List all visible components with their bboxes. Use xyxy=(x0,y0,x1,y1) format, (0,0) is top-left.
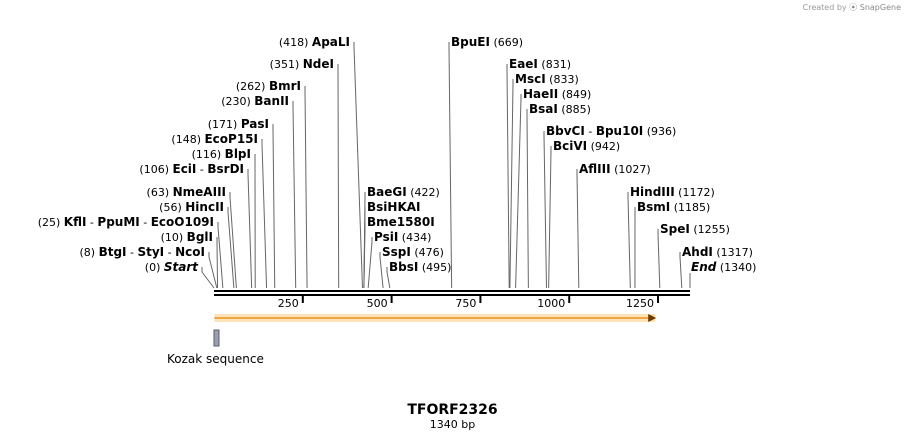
site-connector-bmri xyxy=(304,86,308,289)
site-label-bgli: (10) BglI xyxy=(161,230,213,244)
axis-tick-label: 1250 xyxy=(626,297,654,310)
site-connector-aflii xyxy=(576,169,580,289)
site-connector-bbsi xyxy=(386,267,391,289)
site-connector-ahdi xyxy=(679,252,683,289)
site-connector-bgli xyxy=(216,237,219,289)
site-connector-bme1580i xyxy=(363,222,366,289)
map-subtitle: 1340 bp xyxy=(429,418,476,431)
site-label-bme1580i: Bme1580I xyxy=(367,215,435,229)
site-connector-ndei xyxy=(337,64,340,289)
site-connector-btgi xyxy=(208,252,218,289)
site-label-bsihkai: BsiHKAI xyxy=(367,200,421,214)
site-label-hincii: (56) HincII xyxy=(159,200,224,214)
site-connector-ecop15i xyxy=(261,139,268,289)
site-connector-apali xyxy=(353,42,363,289)
site-label-msci: MscI (833) xyxy=(515,72,579,86)
axis-tick-label: 750 xyxy=(455,297,476,310)
site-connector-ecii xyxy=(247,169,253,289)
site-label-bmri: (262) BmrI xyxy=(236,79,301,93)
site-label-blpi: (116) BlpI xyxy=(192,147,251,161)
site-connector-eaei xyxy=(506,64,510,289)
orf-arrow-head xyxy=(648,314,657,322)
site-label-bcivi: BciVI (942) xyxy=(553,139,620,153)
site-connector-hincii xyxy=(227,207,235,289)
backbone-bottom-line xyxy=(214,294,690,296)
site-label-start: (0) Start xyxy=(145,260,199,274)
site-connector-start xyxy=(201,267,215,289)
site-connector-kfli xyxy=(217,222,224,289)
site-connector-bbvci xyxy=(543,131,547,289)
site-label-bbsi: BbsI (495) xyxy=(389,260,451,274)
site-label-eaei: EaeI (831) xyxy=(509,57,571,71)
site-connector-nmeaiii xyxy=(229,192,237,289)
site-label-haeii: HaeII (849) xyxy=(523,87,591,101)
site-label-bbvci: BbvCI - Bpu10I (936) xyxy=(546,124,676,138)
snapgene-credit: Created by ⦿ SnapGene xyxy=(803,2,901,13)
site-connector-bsai xyxy=(526,109,529,289)
site-label-sspi: SspI (476) xyxy=(382,245,444,259)
site-label-banii: (230) BanII xyxy=(221,94,289,108)
site-label-pasi: (171) PasI xyxy=(208,117,269,131)
site-connector-msci xyxy=(509,79,514,289)
site-label-aflii: AflIII (1027) xyxy=(579,162,651,176)
site-connector-psii xyxy=(367,237,373,289)
credit-brand: SnapGene xyxy=(859,3,901,12)
map-title: TFORF2326 xyxy=(407,402,498,418)
site-label-kfli: (25) KflI - PpuMI - EcoO109I xyxy=(38,215,214,229)
kozak-feature-box xyxy=(213,329,220,347)
site-label-baegi: BaeGI (422) xyxy=(367,185,440,199)
credit-prefix: Created by xyxy=(802,3,847,12)
site-label-ecop15i: (148) EcoP15I xyxy=(171,132,258,146)
site-connector-haeii xyxy=(515,94,522,289)
snapgene-logo-icon: ⦿ xyxy=(849,3,858,12)
site-label-apali: (418) ApaLI xyxy=(279,35,350,49)
site-label-psii: PsiI (434) xyxy=(374,230,431,244)
site-label-ecii: (106) EciI - BsrDI xyxy=(139,162,244,176)
site-label-btgi: (8) BtgI - StyI - NcoI xyxy=(80,245,206,259)
axis-tick-label: 1000 xyxy=(537,297,565,310)
site-label-bsmi: BsmI (1185) xyxy=(637,200,710,214)
site-connector-bcivi xyxy=(548,146,552,289)
site-label-ahdi: AhdI (1317) xyxy=(682,245,753,259)
site-connector-pasi xyxy=(272,124,276,289)
site-connector-sspi xyxy=(379,252,384,289)
site-label-nmeaiii: (63) NmeAIII xyxy=(147,185,226,199)
site-label-ndei: (351) NdeI xyxy=(270,57,334,71)
axis-tick-label: 500 xyxy=(367,297,388,310)
kozak-label: Kozak sequence xyxy=(167,352,264,366)
site-label-bpuei: BpuEI (669) xyxy=(451,35,523,49)
site-label-hindiii: HindIII (1172) xyxy=(630,185,715,199)
axis-tick-label: 250 xyxy=(278,297,299,310)
site-label-spei: SpeI (1255) xyxy=(660,222,730,236)
site-connector-banii xyxy=(292,101,297,289)
site-label-bsai: BsaI (885) xyxy=(529,102,591,116)
site-connector-spei xyxy=(657,229,661,289)
site-connector-bpuei xyxy=(448,42,453,289)
backbone-top-line xyxy=(214,290,690,292)
site-connector-hindiii xyxy=(627,192,631,289)
site-label-end: End (1340) xyxy=(691,260,756,274)
